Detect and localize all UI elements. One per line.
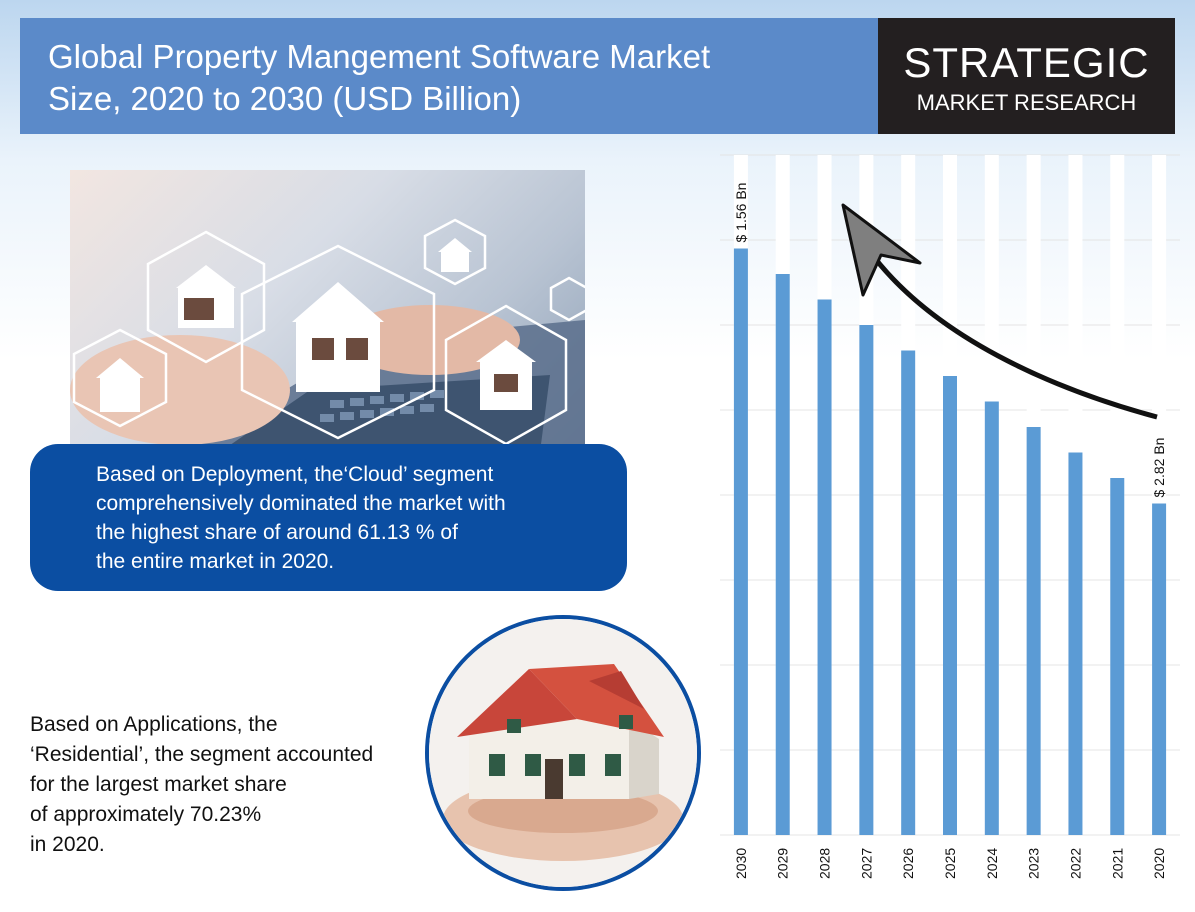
applications-line-4: of approximately 70.23% [30, 803, 262, 826]
bar-2023 [1026, 427, 1041, 835]
brand-subtitle: MARKET RESEARCH [916, 90, 1137, 115]
category-label-2022: 2022 [1067, 848, 1083, 879]
trend-arrow-icon [841, 203, 1158, 420]
brand-logo: STRATEGIC MARKET RESEARCH [878, 18, 1175, 134]
category-label-2027: 2027 [858, 848, 874, 879]
applications-line-2: ‘Residential’, the segment accounted [30, 743, 374, 766]
category-label-2025: 2025 [942, 848, 958, 879]
house-in-hands-photo [425, 615, 701, 891]
bar-2024 [984, 401, 999, 835]
category-label-2026: 2026 [900, 848, 916, 879]
bar-2026 [901, 350, 916, 835]
category-label-2021: 2021 [1109, 848, 1125, 879]
bars [733, 155, 1167, 835]
applications-line-3: for the largest market share [30, 773, 287, 796]
deployment-line-1: Based on Deployment, the‘Cloud’ segment [96, 463, 494, 486]
bar-2020 [1152, 503, 1167, 835]
bar-2027 [859, 325, 874, 835]
deployment-line-3: the highest share of around 61.13 % of [96, 521, 458, 544]
bar-2025 [943, 376, 957, 835]
category-labels: 2030 2029 2028 2027 2026 2025 2024 2023 2022 2021… [733, 848, 1167, 879]
title-line-2: Size, 2020 to 2030 (USD Billion) [48, 80, 522, 117]
page-title: Global Property Mangement Software Marke… [48, 36, 848, 120]
category-label-2023: 2023 [1026, 848, 1042, 879]
deployment-line-4: the entire market in 2020. [96, 550, 335, 573]
applications-line-5: in 2020. [30, 833, 105, 856]
applications-line-1: Based on Applications, the [30, 713, 278, 736]
category-label-2028: 2028 [817, 848, 833, 879]
laptop-house-icons-photo [70, 170, 585, 452]
annotation-2030: $ 1.56 Bn [733, 183, 749, 243]
category-label-2029: 2029 [775, 848, 791, 879]
category-label-2020: 2020 [1151, 848, 1167, 879]
applications-text: Based on Applications, the ‘Residential’… [30, 710, 430, 860]
deployment-callout: Based on Deployment, the‘Cloud’ segment … [30, 444, 627, 591]
bar-2028 [817, 299, 832, 835]
bar-2029 [775, 274, 790, 835]
deployment-line-2: comprehensively dominated the market wit… [96, 492, 506, 515]
bar-2022 [1068, 452, 1083, 835]
bar-annotations: $ 1.56 Bn $ 2.82 Bn [733, 183, 1167, 498]
category-label-2030: 2030 [733, 848, 749, 879]
annotation-2020: $ 2.82 Bn [1151, 438, 1167, 498]
title-line-1: Global Property Mangement Software Marke… [48, 38, 711, 75]
market-size-bar-chart: 2030 2029 2028 2027 2026 2025 2024 2023 2022 2021… [720, 154, 1180, 879]
category-label-2024: 2024 [984, 848, 1000, 879]
bar-2030 [733, 248, 748, 835]
bar-2021 [1110, 478, 1125, 835]
deployment-callout-text: Based on Deployment, the‘Cloud’ segment … [96, 460, 606, 576]
title-banner: Global Property Mangement Software Marke… [20, 18, 878, 134]
brand-name: STRATEGIC [903, 39, 1150, 86]
